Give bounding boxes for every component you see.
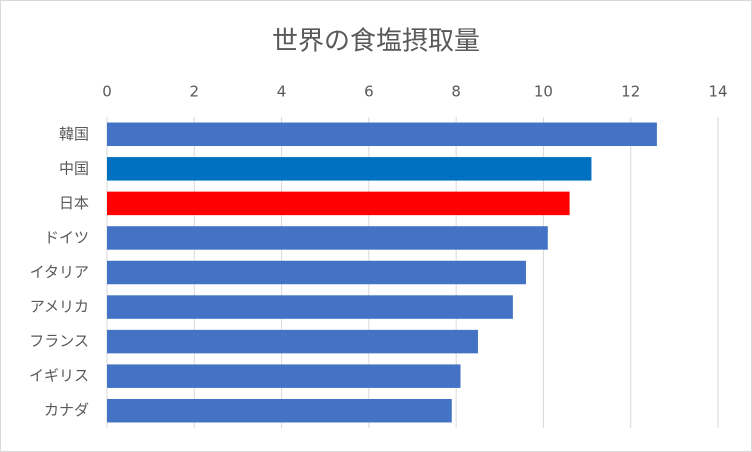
- y-tick-label: ドイツ: [44, 228, 89, 246]
- bar: [107, 398, 452, 423]
- x-tick-label: 14: [708, 83, 727, 101]
- y-tick-label: 韓国: [59, 125, 89, 143]
- y-tick-label: 中国: [59, 159, 89, 177]
- x-tick-label: 8: [451, 83, 461, 101]
- x-tick-label: 6: [364, 83, 374, 101]
- bar: [107, 364, 461, 388]
- bar: [107, 157, 592, 181]
- bar: [107, 122, 657, 147]
- y-tick-label: イギリス: [29, 367, 89, 385]
- y-tick-label: カナダ: [44, 401, 89, 419]
- chart-title: 世界の食塩摂取量: [272, 27, 480, 57]
- x-tick-label: 0: [102, 83, 112, 101]
- bar: [107, 191, 570, 216]
- bar: [107, 295, 513, 319]
- x-tick-label: 10: [534, 83, 553, 101]
- y-tick-label: フランス: [29, 332, 89, 350]
- y-tick-label: イタリア: [30, 263, 89, 281]
- bar: [107, 329, 478, 354]
- x-tick-label: 2: [190, 83, 200, 101]
- y-tick-label: アメリカ: [30, 298, 89, 316]
- y-tick-label: 日本: [59, 194, 89, 212]
- bar: [107, 260, 526, 285]
- bar: [107, 226, 548, 250]
- x-tick-label: 12: [621, 83, 640, 101]
- x-tick-label: 4: [277, 83, 287, 101]
